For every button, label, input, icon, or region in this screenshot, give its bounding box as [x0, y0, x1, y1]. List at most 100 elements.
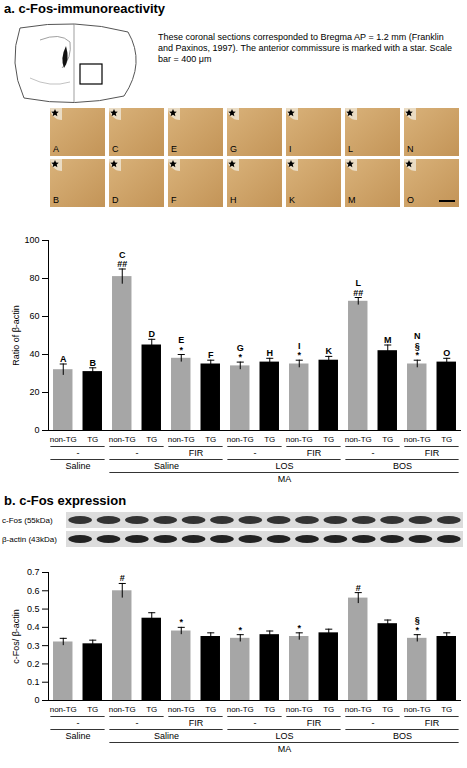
svg-text:-: - — [136, 718, 139, 728]
svg-text:M: M — [348, 195, 356, 205]
svg-text:0.2: 0.2 — [27, 659, 40, 669]
svg-text:F: F — [171, 195, 177, 205]
svg-text:G: G — [230, 144, 237, 154]
svg-text:0: 0 — [34, 425, 39, 435]
svg-text:TG: TG — [205, 435, 216, 444]
svg-text:N§*: N§* — [414, 331, 421, 360]
svg-text:K: K — [289, 195, 295, 205]
svg-text:O: O — [443, 348, 450, 358]
svg-text:*: * — [297, 623, 301, 633]
svg-text:60: 60 — [29, 311, 39, 321]
svg-text:40: 40 — [29, 349, 39, 359]
svg-text:0.4: 0.4 — [27, 622, 40, 632]
svg-text:F: F — [208, 350, 214, 360]
svg-text:H: H — [267, 348, 274, 358]
svg-text:#: # — [120, 573, 125, 583]
svg-text:TG: TG — [264, 435, 275, 444]
svg-text:0.5: 0.5 — [27, 604, 40, 614]
svg-text:non-TG: non-TG — [227, 705, 254, 714]
svg-text:I*: I* — [297, 341, 301, 360]
svg-text:-: - — [372, 448, 375, 458]
svg-text:TG: TG — [382, 705, 393, 714]
svg-text:D: D — [112, 195, 119, 205]
svg-text:C: C — [112, 144, 119, 154]
svg-text:FIR: FIR — [425, 718, 440, 728]
svg-text:TG: TG — [146, 705, 157, 714]
svg-text:c-Fos/ β-actin: c-Fos/ β-actin — [11, 609, 21, 664]
svg-text:Ratio of β-actin: Ratio of β-actin — [11, 305, 21, 366]
svg-text:TG: TG — [323, 705, 334, 714]
svg-text:G*: G* — [237, 343, 244, 362]
svg-text:M: M — [384, 335, 392, 345]
svg-text:-: - — [136, 448, 139, 458]
svg-text:A: A — [60, 354, 67, 364]
svg-text:FIR: FIR — [189, 448, 204, 458]
svg-text:c-Fos (55kDa): c-Fos (55kDa) — [2, 516, 53, 525]
svg-text:non-TG: non-TG — [168, 705, 195, 714]
svg-text:β-actin (43kDa): β-actin (43kDa) — [2, 535, 57, 544]
svg-text:0.7: 0.7 — [27, 567, 40, 577]
svg-text:non-TG: non-TG — [286, 705, 313, 714]
svg-text:non-TG: non-TG — [168, 435, 195, 444]
svg-text:LOS: LOS — [275, 461, 293, 471]
svg-text:Saline: Saline — [65, 731, 90, 741]
svg-text:non-TG: non-TG — [50, 705, 77, 714]
svg-text:FIR: FIR — [307, 448, 322, 458]
svg-text:non-TG: non-TG — [345, 705, 372, 714]
svg-text:-: - — [372, 718, 375, 728]
svg-text:0.1: 0.1 — [27, 677, 40, 687]
svg-text:80: 80 — [29, 273, 39, 283]
svg-text:#: # — [356, 583, 361, 593]
svg-text:§*: §* — [415, 615, 420, 634]
svg-text:TG: TG — [264, 705, 275, 714]
svg-text:-: - — [254, 718, 257, 728]
svg-text:non-TG: non-TG — [227, 435, 254, 444]
svg-text:L##: L## — [353, 278, 363, 297]
svg-text:100: 100 — [24, 235, 39, 245]
svg-text:E*: E* — [178, 335, 184, 354]
svg-text:20: 20 — [29, 387, 39, 397]
svg-text:B: B — [90, 358, 97, 368]
svg-text:0: 0 — [34, 695, 39, 705]
svg-text:non-TG: non-TG — [286, 435, 313, 444]
svg-text:O: O — [407, 195, 414, 205]
svg-text:*: * — [238, 625, 242, 635]
svg-text:non-TG: non-TG — [404, 705, 431, 714]
svg-text:BOS: BOS — [393, 461, 412, 471]
svg-text:LOS: LOS — [275, 731, 293, 741]
svg-text:Saline: Saline — [65, 461, 90, 471]
svg-text:TG: TG — [146, 435, 157, 444]
svg-text:A: A — [53, 144, 59, 154]
svg-text:non-TG: non-TG — [50, 435, 77, 444]
svg-text:FIR: FIR — [189, 718, 204, 728]
svg-text:non-TG: non-TG — [404, 435, 431, 444]
svg-text:D: D — [149, 329, 156, 339]
svg-text:0.3: 0.3 — [27, 641, 40, 651]
svg-text:MA: MA — [278, 744, 292, 754]
svg-text:0.6: 0.6 — [27, 586, 40, 596]
svg-text:TG: TG — [441, 435, 452, 444]
svg-text:TG: TG — [87, 705, 98, 714]
svg-text:K: K — [326, 346, 333, 356]
svg-text:-: - — [77, 448, 80, 458]
svg-text:TG: TG — [382, 435, 393, 444]
svg-text:-: - — [254, 448, 257, 458]
svg-text:TG: TG — [87, 435, 98, 444]
svg-text:H: H — [230, 195, 237, 205]
svg-text:-: - — [77, 718, 80, 728]
svg-text:TG: TG — [205, 705, 216, 714]
svg-text:BOS: BOS — [393, 731, 412, 741]
svg-text:E: E — [171, 144, 177, 154]
svg-text:L: L — [348, 144, 353, 154]
svg-text:FIR: FIR — [307, 718, 322, 728]
svg-text:non-TG: non-TG — [109, 435, 136, 444]
svg-text:I: I — [289, 144, 292, 154]
svg-text:TG: TG — [441, 705, 452, 714]
svg-text:N: N — [407, 144, 414, 154]
svg-text:TG: TG — [323, 435, 334, 444]
svg-text:C##: C## — [117, 250, 127, 269]
svg-text:MA: MA — [278, 474, 292, 484]
svg-text:FIR: FIR — [425, 448, 440, 458]
svg-text:non-TG: non-TG — [345, 435, 372, 444]
svg-text:B: B — [53, 195, 59, 205]
